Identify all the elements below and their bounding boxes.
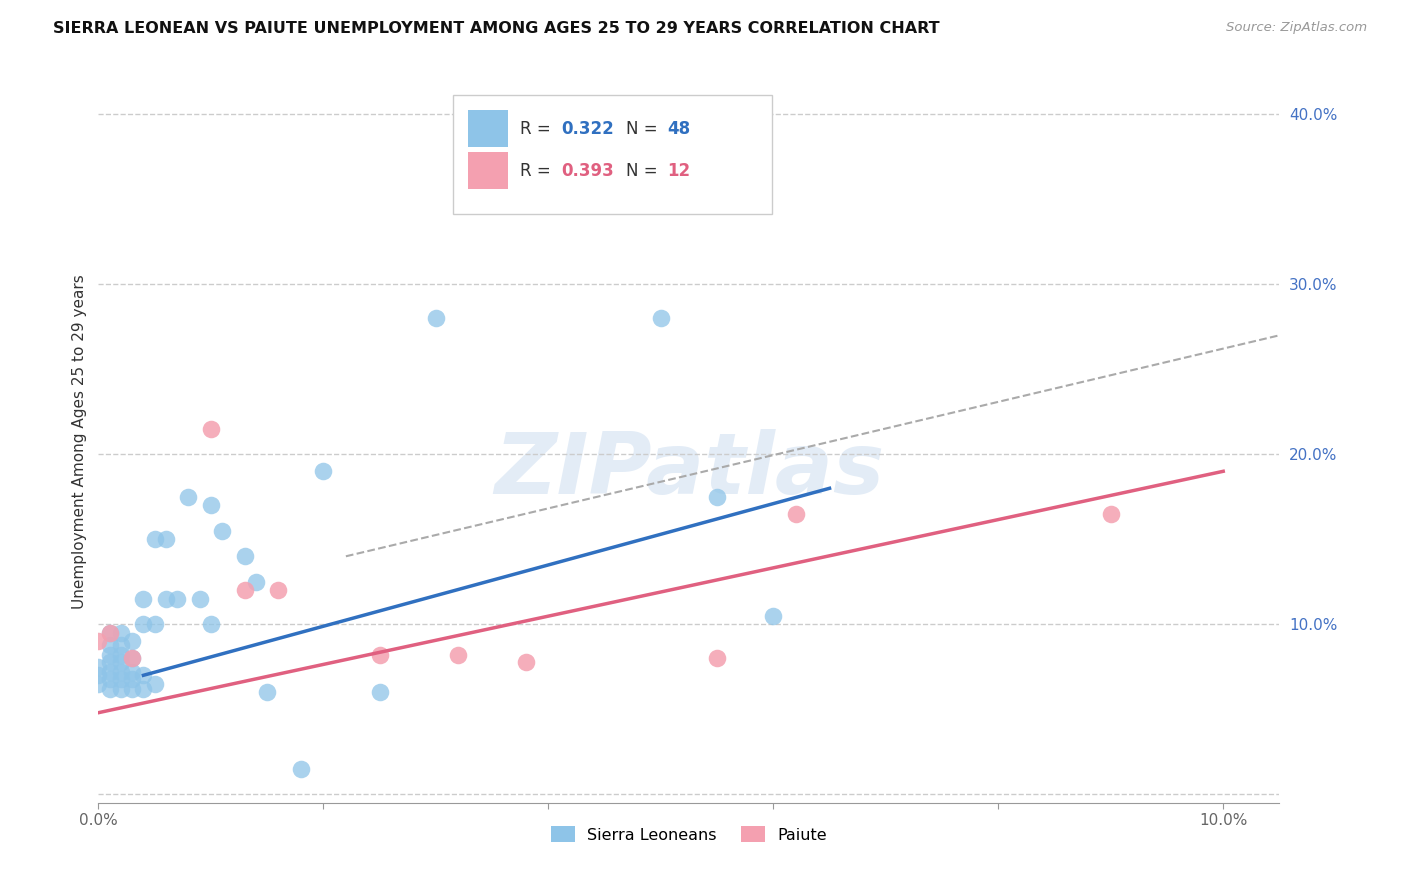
Legend: Sierra Leoneans, Paiute: Sierra Leoneans, Paiute (544, 820, 834, 849)
Point (267, 583, 290, 598)
Text: SIERRA LEONEAN VS PAIUTE UNEMPLOYMENT AMONG AGES 25 TO 29 YEARS CORRELATION CHAR: SIERRA LEONEAN VS PAIUTE UNEMPLOYMENT AM… (53, 21, 941, 37)
Point (143, 677, 166, 691)
Point (706, 651, 728, 665)
FancyBboxPatch shape (468, 152, 508, 189)
Point (515, 192, 537, 206)
Point (177, 490, 200, 504)
FancyBboxPatch shape (453, 95, 772, 214)
Text: 12: 12 (668, 161, 690, 179)
Point (98, 672, 121, 686)
Point (98, 681, 121, 696)
Point (368, 648, 391, 662)
Text: ZIPatlas: ZIPatlas (494, 429, 884, 512)
Point (785, 507, 807, 521)
Point (87, 634, 110, 648)
Point (143, 617, 166, 632)
Text: 48: 48 (668, 120, 690, 137)
Y-axis label: Unemployment Among Ages 25 to 29 years: Unemployment Among Ages 25 to 29 years (72, 274, 87, 609)
Text: 0.322: 0.322 (561, 120, 614, 137)
Point (155, 533, 177, 547)
Point (200, 498, 222, 512)
Point (188, 591, 211, 606)
Point (233, 549, 256, 564)
Point (312, 464, 335, 478)
Point (368, 685, 391, 699)
Point (110, 655, 132, 669)
Point (1099, 507, 1122, 521)
Point (87, 677, 110, 691)
Point (762, 608, 785, 623)
Point (143, 533, 166, 547)
Point (166, 591, 188, 606)
Point (132, 681, 155, 696)
Point (200, 422, 222, 436)
Point (706, 490, 728, 504)
Point (132, 668, 155, 682)
Point (211, 524, 233, 538)
Point (87, 660, 110, 674)
Text: R =: R = (520, 120, 555, 137)
Point (98, 665, 121, 679)
Text: R =: R = (520, 161, 555, 179)
Point (98, 648, 121, 662)
Point (121, 634, 143, 648)
Point (110, 625, 132, 640)
Point (110, 638, 132, 652)
Point (132, 591, 155, 606)
Point (515, 655, 537, 669)
Point (121, 651, 143, 665)
Point (200, 617, 222, 632)
Point (87, 668, 110, 682)
Text: Source: ZipAtlas.com: Source: ZipAtlas.com (1226, 21, 1367, 35)
Point (245, 574, 267, 589)
Point (121, 681, 143, 696)
Point (155, 591, 177, 606)
Point (447, 648, 470, 662)
Point (256, 685, 278, 699)
Point (98, 655, 121, 669)
Point (121, 665, 143, 679)
Point (121, 672, 143, 686)
Point (98, 625, 121, 640)
Point (233, 583, 256, 598)
Text: N =: N = (626, 161, 664, 179)
Point (110, 672, 132, 686)
Point (98, 638, 121, 652)
Point (290, 762, 312, 776)
Point (110, 681, 132, 696)
Point (132, 617, 155, 632)
Point (121, 651, 143, 665)
FancyBboxPatch shape (468, 110, 508, 147)
Text: 0.393: 0.393 (561, 161, 614, 179)
Point (650, 311, 672, 326)
Text: N =: N = (626, 120, 664, 137)
Point (110, 665, 132, 679)
Point (110, 648, 132, 662)
Point (98, 625, 121, 640)
Point (425, 311, 447, 326)
